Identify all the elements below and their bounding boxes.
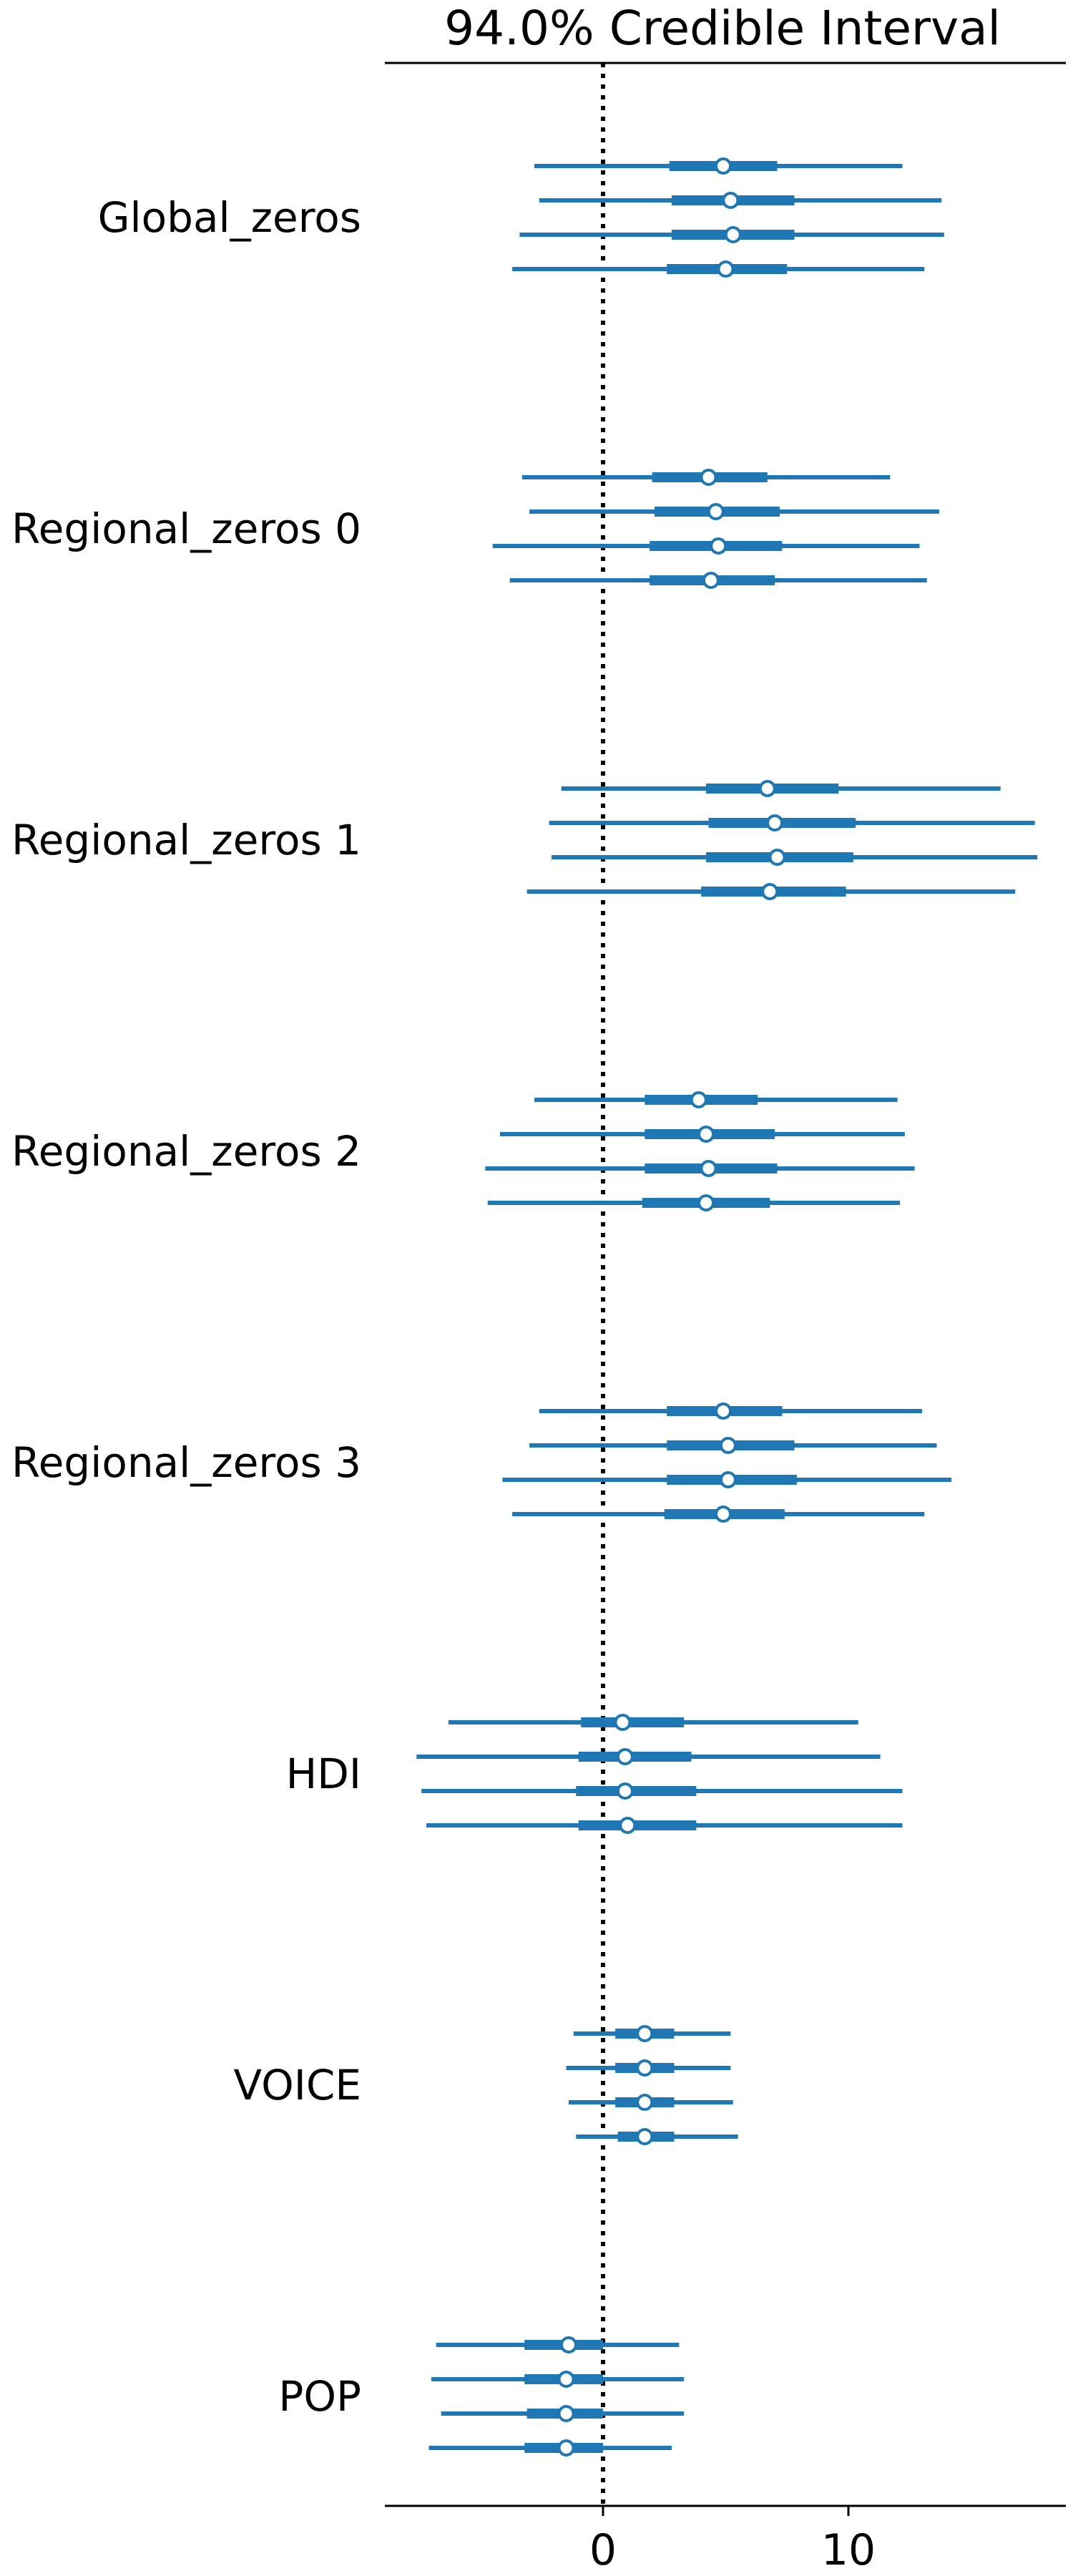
median-point	[614, 1714, 632, 1731]
median-point	[557, 2439, 575, 2457]
median-point	[715, 1506, 733, 1523]
median-point	[758, 780, 776, 797]
median-point	[700, 1160, 717, 1177]
median-point	[724, 226, 742, 243]
median-point	[616, 1748, 634, 1765]
median-point	[697, 1194, 715, 1211]
median-point	[700, 469, 717, 486]
variable-group	[502, 1402, 952, 1523]
median-point	[717, 260, 735, 278]
variable-label: POP	[278, 2372, 361, 2421]
median-point	[715, 157, 733, 175]
median-point	[715, 1402, 733, 1420]
variable-label: Global_zeros	[98, 193, 361, 242]
median-point	[697, 1126, 715, 1143]
variable-group	[566, 2025, 738, 2145]
variable-group	[428, 2336, 685, 2457]
median-point	[768, 849, 786, 866]
variable-group	[512, 157, 944, 278]
median-point	[619, 1817, 637, 1834]
variable-label: Regional_zeros 0	[11, 504, 361, 553]
median-point	[557, 2405, 575, 2422]
variable-label: VOICE	[233, 2061, 361, 2109]
variable-label: Regional_zeros 2	[11, 1127, 361, 1176]
median-point	[636, 2128, 654, 2145]
median-point	[761, 883, 779, 900]
variable-label: Regional_zeros 3	[11, 1438, 361, 1487]
chart-title: 94.0% Credible Interval	[444, 1, 1001, 56]
median-point	[719, 1437, 737, 1454]
median-point	[707, 503, 725, 520]
median-point	[710, 537, 727, 555]
variable-group	[526, 780, 1038, 900]
median-point	[557, 2371, 575, 2388]
variable-label: Regional_zeros 1	[11, 816, 361, 864]
median-point	[722, 192, 740, 209]
median-point	[559, 2336, 577, 2353]
median-point	[702, 572, 720, 589]
median-point	[636, 2094, 654, 2111]
variable-group	[492, 469, 939, 589]
x-tick-label: 10	[821, 2525, 876, 2575]
median-point	[719, 1471, 737, 1488]
variable-group	[485, 1091, 915, 1211]
x-tick-label: 0	[589, 2525, 617, 2575]
variable-label: HDI	[286, 1750, 361, 1798]
median-point	[636, 2059, 654, 2077]
median-point	[766, 814, 784, 831]
median-point	[636, 2025, 654, 2042]
median-point	[690, 1091, 707, 1108]
variable-group	[416, 1714, 903, 1834]
median-point	[616, 1782, 634, 1800]
